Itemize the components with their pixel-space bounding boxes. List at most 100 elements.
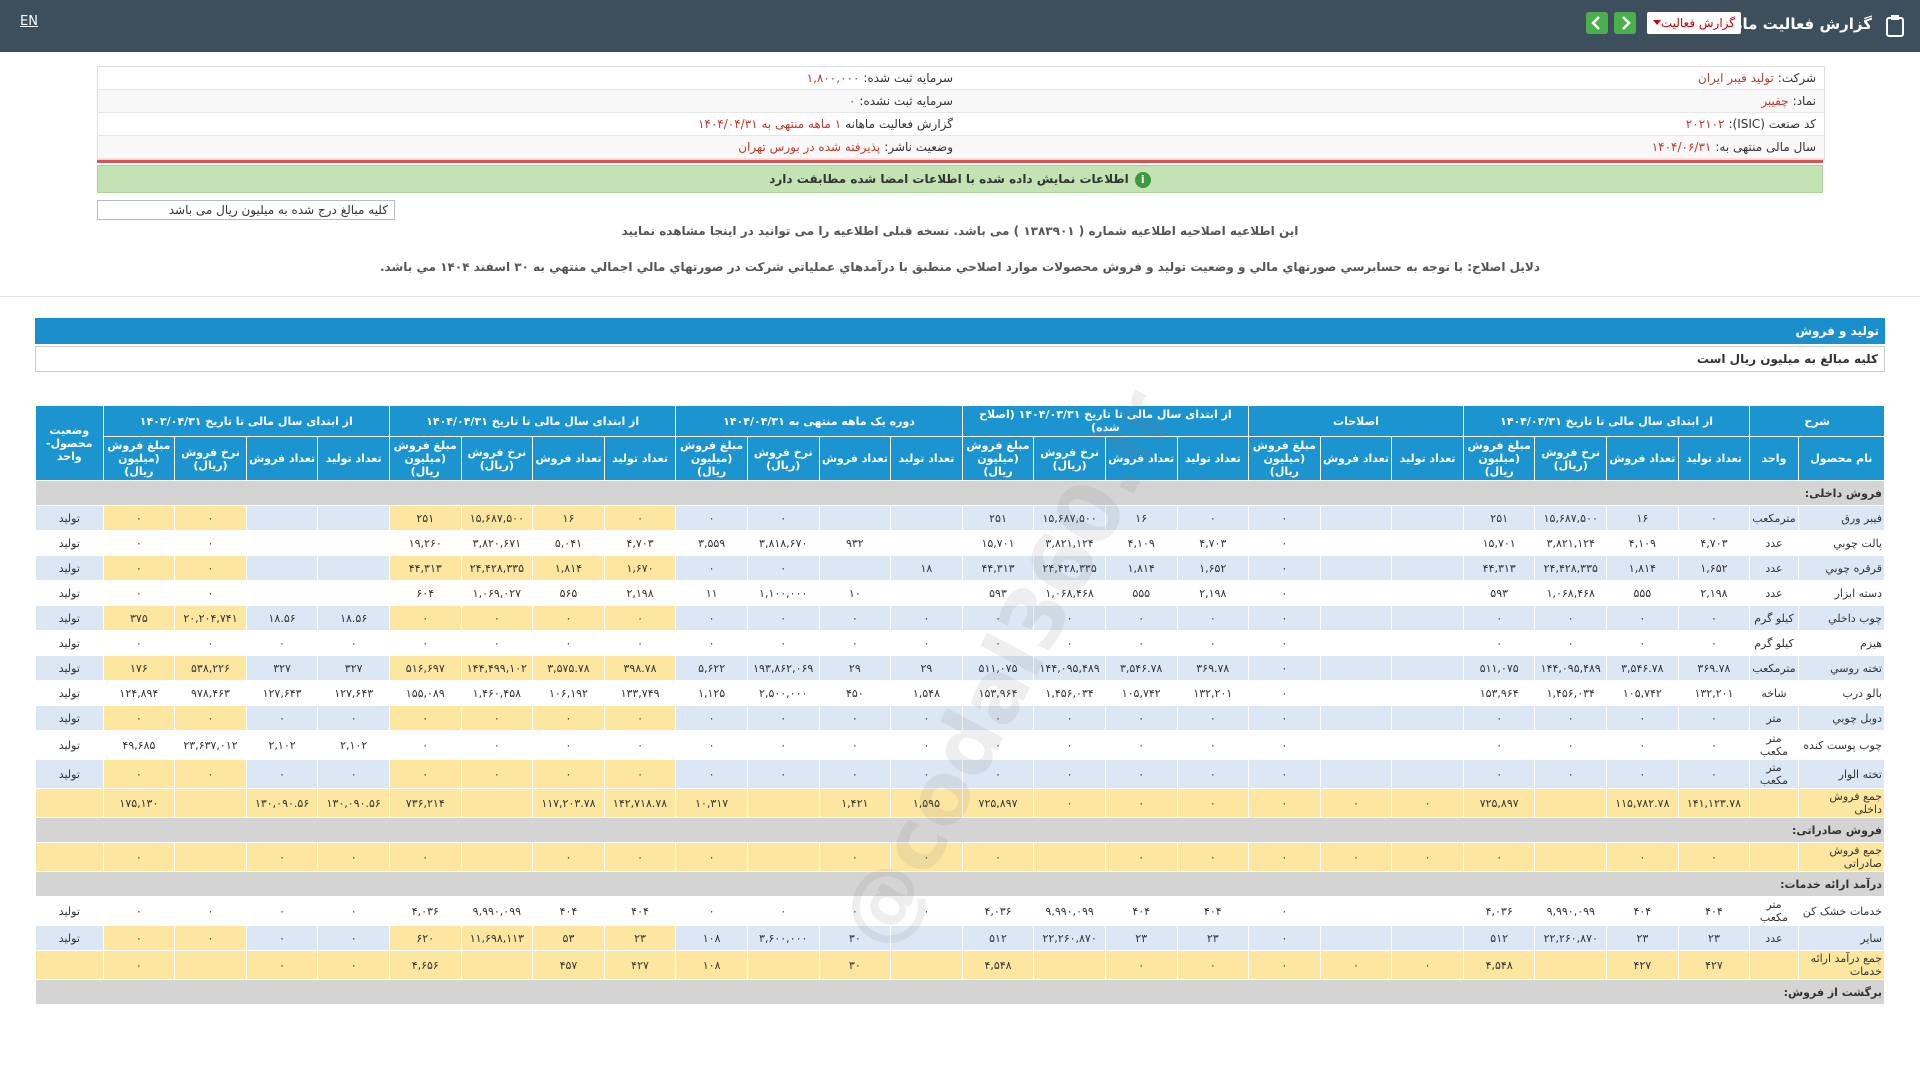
section-row: درآمد ارائه خدمات: bbox=[35, 871, 1885, 897]
table-cell: تولید bbox=[35, 605, 104, 631]
table-cell: ۳۹۸.۷۸ bbox=[603, 655, 677, 681]
table-cell bbox=[1319, 705, 1393, 731]
table-cell bbox=[317, 530, 390, 556]
table-cell: ۵۳۸,۲۲۶ bbox=[174, 655, 247, 681]
table-cell bbox=[1391, 730, 1464, 760]
table-cell: ۰ bbox=[961, 759, 1035, 789]
table-cell bbox=[460, 842, 534, 872]
table-cell: ۰ bbox=[603, 705, 677, 731]
prev-button[interactable] bbox=[1586, 12, 1608, 34]
table-cell: ۴۲۷ bbox=[1677, 950, 1751, 980]
table-cell: ۱۲۷,۶۴۳ bbox=[245, 680, 319, 706]
table-cell: ۰ bbox=[675, 896, 748, 926]
header-cell: تعداد فروش bbox=[1606, 436, 1679, 481]
table-cell bbox=[174, 950, 247, 980]
table-cell: ۰ bbox=[102, 580, 176, 606]
table-cell: ۱۲۷,۶۴۳ bbox=[317, 680, 390, 706]
group-header: از ابتدای سال مالی تا تاریخ ۱۴۰۴/۰۳/۳۱ (… bbox=[961, 405, 1250, 437]
header-cell: تعداد تولید bbox=[603, 436, 677, 481]
table-cell bbox=[890, 580, 963, 606]
info-row: سال مالی منتهی به:۱۴۰۴/۰۶/۳۱ وضعیت ناشر:پ… bbox=[98, 136, 1824, 159]
table-cell bbox=[1319, 925, 1393, 951]
table-cell: ۰ bbox=[1033, 788, 1106, 818]
info-cell: سرمایه ثبت نشده:۰ bbox=[98, 90, 961, 112]
table-cell: ۰ bbox=[603, 505, 677, 531]
table-cell: ۰ bbox=[1176, 605, 1250, 631]
table-cell: ۰ bbox=[102, 505, 176, 531]
header-cell: نرخ فروش (ریال) bbox=[746, 436, 820, 481]
table-cell: ۴۲۷ bbox=[603, 950, 677, 980]
table-cell bbox=[1319, 530, 1393, 556]
table-cell: ۰ bbox=[603, 630, 677, 656]
table-cell: ۳,۵۷۵.۷۸ bbox=[532, 655, 605, 681]
table-cell bbox=[890, 950, 963, 980]
table-cell bbox=[317, 505, 390, 531]
correction-note[interactable]: این اطلاعیه اصلاحیه اطلاعیه شماره ( ۱۳۸۳… bbox=[621, 224, 1299, 238]
table-cell: ۰ bbox=[1462, 730, 1536, 760]
data-row: چوب پوست کنده متر مکعب ۰ ۰ ۰ ۰ ۰ ۰ ۰ ۰ ۰ ۰ ۰ ۰ ۰ ۰ ۰ ۰ ۰ ۲,… bbox=[35, 730, 1886, 760]
table-cell: ۱۵,۷۰۱ bbox=[961, 530, 1035, 556]
table-cell: ۰ bbox=[1104, 630, 1178, 656]
data-row: خدمات خشک کن متر مکعب ۴۰۴ ۴۰۴ ۹,۹۹۰,۰۹۹ ۴,۰۳۶… bbox=[35, 896, 1886, 926]
table-cell bbox=[317, 580, 390, 606]
table-cell bbox=[1391, 530, 1464, 556]
table-cell: ۰ bbox=[245, 759, 319, 789]
table-cell: تولید bbox=[35, 680, 104, 706]
table-cell: ۰ bbox=[1606, 842, 1679, 872]
table-cell: ۰ bbox=[460, 705, 534, 731]
table-cell: ۳۷۵ bbox=[102, 605, 176, 631]
table-cell: ۰ bbox=[460, 759, 534, 789]
table-cell: ۰ bbox=[1248, 705, 1321, 731]
table-cell: ۵۹۳ bbox=[1462, 580, 1536, 606]
report-dropdown[interactable]: گزارش فعالیت bbox=[1647, 12, 1741, 34]
table-cell: ۳,۸۲۱,۱۲۴ bbox=[1033, 530, 1106, 556]
table-cell bbox=[1534, 788, 1608, 818]
table-cell: ۱۴۴,۴۹۹,۱۰۲ bbox=[460, 655, 534, 681]
table-cell: ۱,۰۶۸,۴۶۸ bbox=[1033, 580, 1106, 606]
table-cell bbox=[1319, 505, 1393, 531]
table-cell bbox=[1033, 842, 1106, 872]
table-cell: ۰ bbox=[818, 896, 892, 926]
table-cell: ۰ bbox=[1319, 950, 1393, 980]
table-cell: ۵۹۳ bbox=[961, 580, 1035, 606]
table-cell: ۰ bbox=[532, 842, 605, 872]
table-cell: تولید bbox=[35, 925, 104, 951]
section-row: برگشت از فروش: bbox=[35, 979, 1885, 1005]
table-cell: تولید bbox=[35, 505, 104, 531]
table-cell: ۰ bbox=[245, 925, 319, 951]
table-cell: عدد bbox=[1749, 555, 1799, 581]
info-cell: نماد:چفیبر bbox=[961, 90, 1824, 112]
table-cell: ۰ bbox=[818, 705, 892, 731]
table-cell: ۱,۸۱۴ bbox=[1606, 555, 1679, 581]
data-row: چوب داخلي کیلو گرم ۰ ۰ ۰ ۰ ۰ ۰ ۰ ۰ ۰ ۰ ۰ ۰ ۰ ۰ ۰ ۰ ۰ ۱۸.۵۶ ۱… bbox=[35, 605, 1886, 631]
info-value: ۰ bbox=[848, 94, 856, 108]
header-cell: تعداد تولید bbox=[890, 436, 963, 481]
table-cell: عدد bbox=[1749, 925, 1799, 951]
table-cell bbox=[1319, 896, 1393, 926]
table-cell: ۱۱ bbox=[675, 580, 748, 606]
data-row: فیبر ورق مترمکعب ۰ ۱۶ ۱۵,۶۸۷,۵۰۰ ۲۵۱ ۰ ۰ ۱۶ ۱۵,۶۸… bbox=[35, 505, 1886, 531]
table-cell bbox=[1319, 555, 1393, 581]
table-cell: ۷۲۵,۸۹۷ bbox=[1462, 788, 1536, 818]
language-link[interactable]: EN bbox=[20, 14, 38, 29]
table-cell: ۰ bbox=[1033, 705, 1106, 731]
table-cell: خدمات خشک کن bbox=[1797, 896, 1886, 926]
data-row: سایر عدد ۲۳ ۲۳ ۲۲,۲۶۰,۸۷۰ ۵۱۲ ۰ ۲۳ ۲۳ ۲۲,۲۶۰,۸۷۰ ۵… bbox=[35, 925, 1886, 951]
group-header: از ابتدای سال مالی تا تاریخ ۱۴۰۳/۰۴/۳۱ bbox=[102, 405, 390, 437]
table-cell: ۱۵۵,۰۸۹ bbox=[388, 680, 462, 706]
table-cell: ۱۵,۷۰۱ bbox=[1462, 530, 1536, 556]
table-cell: ۱۰۸ bbox=[675, 925, 748, 951]
table-cell: ۰ bbox=[890, 630, 963, 656]
table-cell: ۲,۱۹۸ bbox=[1677, 580, 1751, 606]
table-cell: ۱,۵۴۸ bbox=[890, 680, 963, 706]
next-button[interactable] bbox=[1614, 12, 1636, 34]
table-cell: مترمکعب bbox=[1749, 655, 1799, 681]
section-title: تولید و فروش bbox=[35, 318, 1885, 344]
table-cell bbox=[746, 842, 820, 872]
table-cell: ۱۸ bbox=[890, 555, 963, 581]
table-cell: ۱,۰۶۹,۰۲۷ bbox=[460, 580, 534, 606]
table-cell bbox=[174, 788, 247, 818]
data-row: دوبل چوبي متر ۰ ۰ ۰ ۰ ۰ ۰ ۰ ۰ ۰ ۰ ۰ ۰ ۰ ۰ ۰ ۰ ۰ ۰ ۰ ۰ ۰ تولید bbox=[35, 705, 1886, 731]
info-row: کد صنعت (ISIC):۲۰۲۱۰۲ گزارش فعالیت ماهانه… bbox=[98, 113, 1824, 136]
dropdown-label: گزارش فعالیت bbox=[1660, 16, 1735, 30]
